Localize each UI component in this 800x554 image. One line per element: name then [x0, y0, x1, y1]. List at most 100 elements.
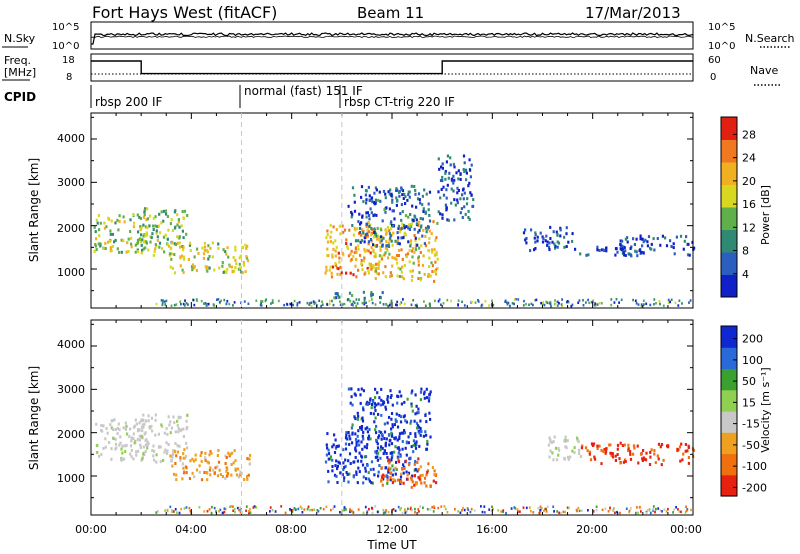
echo-cell — [176, 419, 179, 423]
echo-cell — [154, 433, 157, 437]
echo-cell — [379, 245, 382, 249]
echo-cell — [585, 301, 587, 304]
echo-cell — [354, 432, 357, 436]
echo-cell — [565, 245, 568, 248]
velocity-colorbar-tick: 200 — [742, 333, 763, 346]
echo-cell — [402, 277, 405, 281]
echo-cell — [481, 510, 484, 514]
echo-cell — [619, 239, 622, 243]
echo-cell — [368, 224, 371, 228]
echo-cell — [409, 432, 412, 436]
noise-right-tick-high: 10^5 — [708, 22, 735, 33]
echo-cell — [367, 249, 370, 253]
echo-cell — [144, 431, 147, 435]
echo-cell — [624, 254, 627, 257]
echo-cell — [446, 511, 449, 514]
echo-cell — [626, 240, 629, 244]
echo-cell — [329, 265, 332, 269]
echo-cell — [414, 239, 417, 243]
echo-cell — [182, 248, 185, 252]
echo-cell — [388, 466, 391, 470]
echo-cell — [421, 234, 424, 238]
echo-cell — [678, 299, 681, 302]
echo-cell — [410, 404, 413, 408]
echo-cell — [327, 457, 330, 461]
echo-cell — [413, 419, 416, 423]
echo-cell — [629, 507, 632, 510]
echo-cell — [145, 231, 148, 235]
echo-cell — [224, 476, 227, 480]
echo-cell — [402, 481, 405, 485]
echo-cell — [224, 250, 227, 254]
echo-cell — [401, 467, 404, 471]
echo-cell — [93, 225, 96, 229]
echo-cell — [186, 426, 189, 429]
velocity-panel: Slant Range [km] 4000 3000 2000 1000 — [27, 319, 696, 516]
echo-cell — [410, 419, 413, 423]
echo-cell — [581, 444, 584, 448]
echo-cell — [390, 442, 394, 446]
echo-cell — [462, 187, 465, 191]
echo-cell — [374, 409, 377, 412]
echo-cell — [553, 510, 555, 513]
echo-cell — [365, 222, 368, 226]
echo-cell — [427, 225, 430, 229]
echo-cell — [490, 303, 493, 306]
echo-cell — [171, 229, 174, 232]
echo-cell — [383, 437, 386, 440]
echo-cell — [154, 413, 157, 417]
echo-cell — [116, 432, 119, 436]
echo-cell — [435, 236, 438, 240]
echo-cell — [386, 478, 389, 482]
echo-cell — [356, 227, 359, 231]
echo-cell — [124, 421, 127, 425]
echo-cell — [417, 407, 420, 411]
echo-cell — [225, 469, 228, 473]
echo-cell — [640, 303, 643, 306]
echo-cell — [370, 267, 373, 271]
echo-cell — [423, 188, 426, 192]
echo-cell — [456, 201, 459, 205]
echo-cell — [394, 509, 397, 513]
echo-cell — [187, 303, 189, 306]
echo-cell — [678, 445, 682, 449]
echo-cell — [365, 215, 368, 219]
echo-cell — [390, 455, 393, 459]
echo-cell — [371, 507, 374, 510]
echo-cell — [500, 510, 502, 513]
echo-cell — [237, 475, 240, 479]
echo-cell — [637, 511, 639, 515]
echo-cell — [656, 454, 659, 458]
echo-cell — [390, 417, 393, 421]
echo-cell — [552, 458, 555, 462]
echo-cell — [532, 511, 535, 514]
echo-cell — [471, 300, 473, 304]
echo-cell — [292, 303, 294, 307]
echo-cell — [291, 508, 294, 512]
echo-cell — [647, 235, 651, 239]
echo-cell — [105, 225, 108, 229]
echo-cell — [171, 464, 174, 468]
echo-cell — [163, 300, 166, 303]
echo-cell — [166, 452, 169, 455]
echo-cell — [376, 391, 379, 395]
echo-cell — [232, 505, 234, 508]
echo-cell — [650, 247, 653, 251]
echo-cell — [375, 213, 378, 217]
echo-cell — [334, 464, 337, 468]
echo-cell — [561, 304, 563, 308]
echo-cell — [574, 247, 577, 251]
echo-cell — [530, 509, 532, 513]
echo-cell — [407, 215, 410, 219]
echo-cell — [417, 259, 420, 263]
echo-cell — [221, 264, 224, 268]
echo-cell — [371, 511, 374, 515]
echo-cell — [418, 510, 420, 513]
echo-cell — [413, 185, 416, 188]
echo-cell — [366, 443, 369, 447]
echo-cell — [377, 402, 380, 406]
echo-cell — [543, 509, 545, 513]
echo-cell — [389, 236, 392, 240]
echo-cell — [374, 303, 377, 306]
noise-left-tick-high: 10^5 — [52, 22, 79, 33]
